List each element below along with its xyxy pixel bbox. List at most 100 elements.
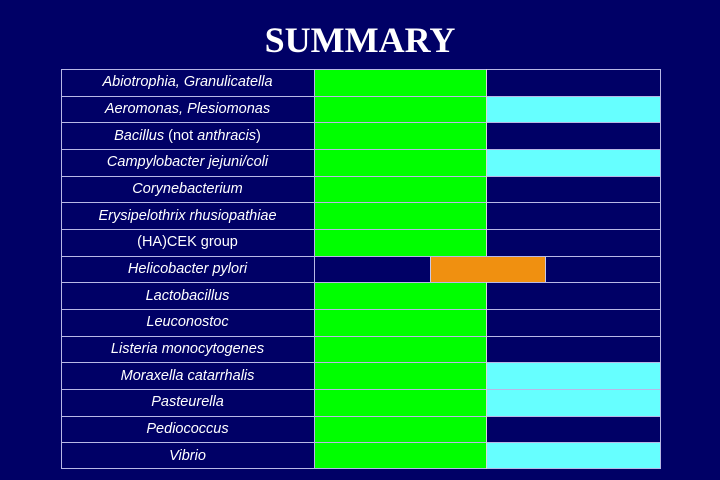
mid-column-cell xyxy=(314,389,486,416)
table-row: Corynebacterium xyxy=(61,175,661,203)
organism-name-text: Campylobacter jejuni/coli xyxy=(106,154,269,171)
grid-line-horizontal xyxy=(61,122,661,124)
grid-line-horizontal xyxy=(61,149,661,150)
table-row: Listeria monocytogenes xyxy=(61,335,661,363)
grid-line-horizontal xyxy=(61,309,661,310)
organism-name-text: (not xyxy=(164,127,198,144)
organism-name-text: Aeromonas, Plesiomonas xyxy=(104,100,271,117)
organism-name-text: anthracis xyxy=(197,127,256,144)
organism-name-text: Listeria monocytogenes xyxy=(110,340,265,357)
grid-line-horizontal xyxy=(61,229,661,230)
organism-name-cell: Corynebacterium xyxy=(61,176,314,203)
grid-line-vertical xyxy=(660,69,661,469)
organism-name-text: Corynebacterium xyxy=(132,180,243,197)
grid-line-horizontal xyxy=(61,282,661,284)
right-column-cell xyxy=(486,95,661,123)
mid-column-cell xyxy=(314,282,486,309)
table-row: Vibrio xyxy=(61,442,661,469)
mid-column-cell xyxy=(314,229,486,256)
organism-name-text: Abiotrophia, Granulicatella xyxy=(102,74,273,91)
right-column-cell xyxy=(486,149,661,176)
table-row: Pediococcus xyxy=(61,415,661,443)
organism-name-text: Leuconostoc xyxy=(146,314,229,331)
grid-line-vertical xyxy=(486,309,487,336)
organism-name-text: Vibrio xyxy=(169,447,206,464)
table-row: Helicobacter pylori xyxy=(61,255,661,283)
table-row: Bacillus (not anthracis) xyxy=(61,122,661,149)
grid-line-vertical xyxy=(486,415,487,443)
mid-column-cell xyxy=(314,95,486,123)
organism-name-text: Moraxella catarrhalis xyxy=(120,367,255,384)
grid-line-horizontal xyxy=(61,335,661,337)
grid-line-vertical xyxy=(486,362,487,389)
organism-name-cell: Aeromonas, Plesiomonas xyxy=(61,96,314,123)
organism-name-cell: Moraxella catarrhalis xyxy=(61,362,314,389)
mid-column-cell xyxy=(314,415,486,443)
grid-line-vertical xyxy=(61,69,62,469)
grid-line-horizontal xyxy=(61,415,661,417)
mid-column-cell xyxy=(314,69,486,96)
table-row: Erysipelothrix rhusiopathiae xyxy=(61,202,661,229)
organism-name-cell: Pediococcus xyxy=(61,416,314,443)
grid-line-vertical xyxy=(486,282,487,309)
grid-line-vertical xyxy=(486,335,487,363)
organism-name-cell: (HA)CEK group xyxy=(61,229,314,256)
right-column-cell xyxy=(486,282,661,309)
grid-line-vertical xyxy=(486,229,487,256)
organism-name-cell: Campylobacter jejuni/coli xyxy=(61,149,314,176)
table-row: Abiotrophia, Granulicatella xyxy=(61,69,661,96)
right-column-cell xyxy=(486,229,661,256)
organism-name-text: Lactobacillus xyxy=(145,287,230,304)
table-row: Moraxella catarrhalis xyxy=(61,362,661,389)
grid-line-vertical xyxy=(486,149,487,176)
right-column-cell xyxy=(486,362,661,389)
grid-line-horizontal xyxy=(61,442,661,444)
organism-name-text: Erysipelothrix rhusiopathiae xyxy=(98,207,277,224)
right-column-cell xyxy=(486,175,661,203)
grid-line-vertical xyxy=(314,69,315,469)
table-row: Campylobacter jejuni/coli xyxy=(61,149,661,176)
right-column-cell xyxy=(486,202,661,229)
grid-line-horizontal xyxy=(61,362,661,364)
organism-name-text: Pediococcus xyxy=(146,420,229,437)
organism-name-cell: Vibrio xyxy=(61,442,314,469)
summary-table: Abiotrophia, Granulicatella Aeromonas, Pl… xyxy=(61,69,661,469)
grid-line-vertical xyxy=(486,389,487,416)
grid-line-vertical xyxy=(486,95,487,123)
slide-title: SUMMARY xyxy=(264,20,456,60)
organism-name-text: Bacillus xyxy=(114,127,165,144)
right-column-cell xyxy=(486,415,661,443)
grid-line-horizontal xyxy=(61,175,661,177)
mid-column-cell xyxy=(314,362,486,389)
grid-line-vertical xyxy=(486,69,487,96)
organism-name-cell: Erysipelothrix rhusiopathiae xyxy=(61,202,314,229)
organism-name-cell: Pasteurella xyxy=(61,389,314,416)
right-column-cell xyxy=(486,389,661,416)
grid-line-horizontal xyxy=(61,202,661,204)
organism-name-text: ) xyxy=(256,127,261,144)
right-column-cell xyxy=(486,442,661,469)
right-column-cell xyxy=(486,122,661,149)
grid-line-vertical xyxy=(486,202,487,229)
table-row: Aeromonas, Plesiomonas xyxy=(61,95,661,123)
organism-name-cell: Listeria monocytogenes xyxy=(61,336,314,363)
organism-name-cell: Bacillus (not anthracis) xyxy=(61,122,314,149)
table-row: Pasteurella xyxy=(61,389,661,416)
table-row: Leuconostoc xyxy=(61,309,661,336)
organism-name-text: Helicobacter pylori xyxy=(127,260,248,277)
mid-column-cell xyxy=(314,202,486,229)
table-row: Lactobacillus xyxy=(61,282,661,309)
organism-name-text: Pasteurella xyxy=(151,394,224,411)
grid-line-horizontal xyxy=(61,255,661,257)
spanning-bar xyxy=(430,255,546,283)
right-column-cell xyxy=(486,69,661,96)
grid-line-vertical xyxy=(486,442,487,469)
mid-column-cell xyxy=(314,309,486,336)
grid-line-horizontal xyxy=(61,95,661,97)
organism-name-cell: Lactobacillus xyxy=(61,282,314,309)
grid-line-horizontal xyxy=(61,69,661,70)
grid-line-vertical xyxy=(486,122,487,149)
grid-line-horizontal xyxy=(61,389,661,390)
organism-name-text: (HA)CEK group xyxy=(137,234,238,251)
